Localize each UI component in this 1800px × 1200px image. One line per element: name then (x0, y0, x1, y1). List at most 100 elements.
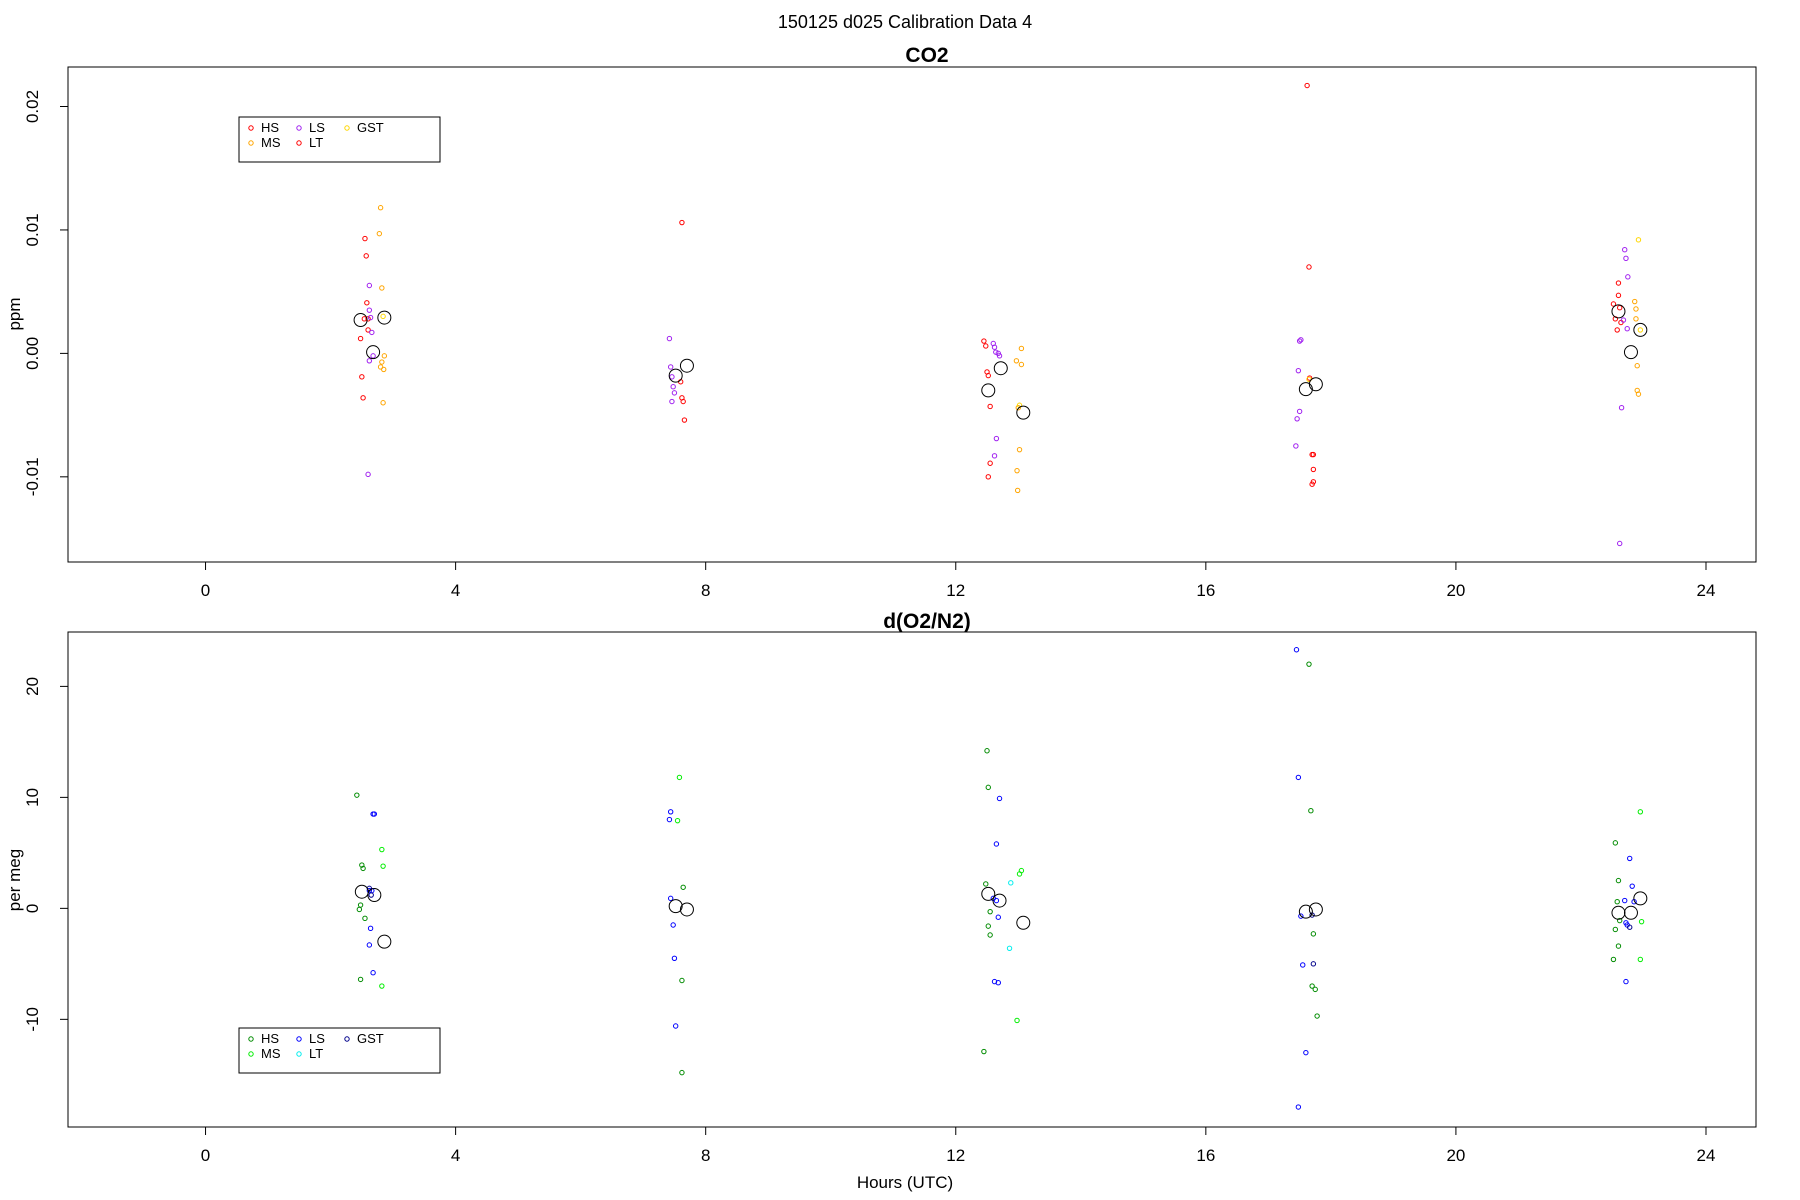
co2-mean-marker (679, 358, 694, 373)
o2n2-y-tick-label: -10 (23, 1007, 42, 1032)
co2-point-ls (666, 335, 673, 342)
o2n2-legend-symbol (296, 1051, 302, 1057)
o2n2-legend-label: HS (261, 1031, 279, 1046)
o2n2-panel-title: d(O2/N2) (883, 610, 971, 633)
co2-point-ms (1013, 358, 1020, 364)
co2-mean-marker (1308, 377, 1323, 392)
co2-point-ls (365, 471, 371, 478)
co2-axes: 0 4 8 12 16 20 24 -0.01 0.00 0.01 0.02 (23, 90, 1715, 600)
o2n2-point-hs (1612, 840, 1619, 846)
co2-x-tick-label: 0 (201, 581, 210, 600)
o2n2-x-tick-label: 4 (451, 1146, 460, 1165)
o2n2-point-hs (1309, 983, 1315, 989)
o2n2-point-ls (667, 809, 674, 815)
co2-x-tick-label: 12 (946, 581, 965, 600)
o2n2-point-hs (1617, 917, 1623, 924)
co2-point-ms (1014, 467, 1020, 474)
o2n2-point-hs (987, 932, 993, 938)
o2n2-point-lt (1008, 880, 1014, 886)
co2-point-ms (376, 230, 383, 237)
o2n2-point-ls (366, 942, 373, 948)
co2-mean-marker (1298, 382, 1313, 397)
co2-point-ls (991, 453, 998, 459)
co2-point-ls (369, 329, 375, 336)
o2n2-point-ms (1637, 809, 1644, 815)
co2-legend-symbol (344, 125, 350, 131)
co2-point-ls (370, 353, 376, 359)
co2-mean-marker (377, 310, 392, 325)
co2-mean-marker (353, 313, 368, 328)
o2n2-point-hs (357, 902, 364, 908)
co2-point-ms (1018, 361, 1025, 368)
co2-point-ls (1294, 416, 1300, 422)
o2n2-x-tick-label: 12 (946, 1146, 965, 1165)
o2n2-mean-marker (367, 888, 382, 903)
co2-mean-marker (668, 368, 683, 383)
o2n2-point-hs (1614, 898, 1620, 905)
co2-legend-symbol (296, 140, 302, 146)
co2-mean-marker (1633, 322, 1648, 337)
co2-legend-symbol (248, 125, 254, 131)
co2-y-tick-label: 0.01 (23, 213, 42, 246)
o2n2-y-tick-label: 0 (23, 904, 42, 913)
o2n2-point-hs (1314, 1013, 1320, 1019)
co2-point-hs (985, 474, 991, 480)
co2-point-ms (1635, 391, 1642, 397)
co2-point-ls (669, 374, 675, 380)
co2-y-tick-label: -0.01 (23, 457, 42, 496)
o2n2-point-ms (676, 774, 683, 781)
co2-x-tick-label: 16 (1196, 581, 1215, 600)
co2-point-hs (680, 398, 686, 405)
co2-x-tick-label: 4 (451, 581, 460, 600)
o2n2-point-ls (671, 955, 678, 962)
co2-panel: CO2 ppm 0 4 8 12 16 20 24 -0.01 0.00 0.01 0.02 HSM… (5, 44, 1757, 600)
co2-point-hs (1615, 280, 1622, 286)
co2-point-ls (366, 282, 373, 289)
o2n2-data-marks (354, 647, 1648, 1110)
o2n2-axes: 0 4 8 12 16 20 24 -10 0 10 20 (23, 677, 1715, 1165)
x-axis-label: Hours (UTC) (857, 1173, 953, 1192)
co2-point-hs (985, 372, 991, 379)
o2n2-point-hs (987, 908, 993, 915)
co2-legend-box (238, 116, 441, 163)
o2n2-point-ms (1014, 1017, 1020, 1024)
o2n2-x-tick-label: 16 (1196, 1146, 1215, 1165)
co2-point-ls (1296, 338, 1303, 344)
co2-mean-marker (1623, 345, 1638, 360)
o2n2-x-tick-label: 0 (201, 1146, 210, 1165)
o2n2-mean-marker (1633, 891, 1648, 906)
co2-point-hs (1615, 292, 1622, 299)
o2n2-legend-label: LS (309, 1031, 325, 1046)
co2-panel-title: CO2 (905, 44, 948, 67)
co2-y-tick-label: 0.02 (23, 90, 42, 123)
o2n2-point-gst (1310, 961, 1317, 967)
o2n2-point-hs (1306, 661, 1312, 667)
co2-point-ms (379, 359, 385, 365)
co2-point-ls (1618, 404, 1625, 411)
o2n2-point-ls (1627, 855, 1633, 862)
co2-point-ms (1633, 306, 1639, 312)
o2n2-point-lt (1006, 945, 1013, 952)
o2n2-point-hs (985, 923, 991, 929)
co2-point-ls (1620, 317, 1627, 323)
co2-point-lt (1304, 82, 1310, 89)
co2-legend-label: MS (261, 135, 281, 150)
co2-legend-label: HS (261, 120, 279, 135)
o2n2-point-ls (367, 925, 374, 932)
o2n2-point-hs (354, 792, 360, 798)
co2-mean-marker (981, 383, 996, 398)
o2n2-point-ls (666, 816, 673, 823)
o2n2-legend-label: LT (309, 1046, 323, 1061)
o2n2-point-ls (996, 795, 1003, 802)
co2-point-ms (380, 400, 386, 406)
co2-point-ls (366, 358, 373, 364)
o2n2-point-hs (1308, 807, 1314, 814)
co2-point-hs (363, 253, 369, 259)
co2-point-ls (1623, 255, 1629, 262)
co2-point-ls (670, 384, 676, 390)
co2-mean-marker (1016, 405, 1031, 420)
o2n2-point-gst (368, 892, 374, 898)
o2n2-point-hs (1615, 877, 1622, 884)
co2-point-ls (1625, 274, 1631, 280)
o2n2-x-tick-label: 8 (701, 1146, 710, 1165)
